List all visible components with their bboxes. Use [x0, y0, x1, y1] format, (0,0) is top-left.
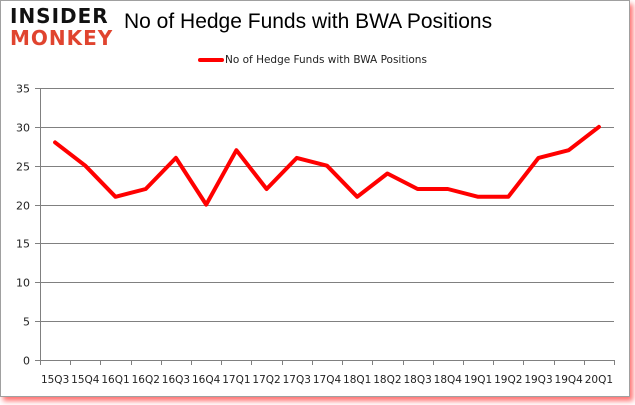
axes — [40, 88, 614, 361]
x-tick-label: 18Q4 — [434, 374, 463, 386]
x-tick-label: 17Q4 — [313, 374, 342, 386]
x-tick-label: 19Q4 — [555, 374, 584, 386]
y-tick-label: 0 — [23, 355, 30, 368]
gridlines — [40, 88, 614, 322]
x-tick-label: 18Q2 — [373, 374, 401, 386]
x-axis-ticks: 15Q3 15Q4 16Q1 16Q2 16Q3 16Q4 17Q1 17Q2 17Q3 17Q4… — [40, 360, 615, 386]
x-tick-label: 17Q3 — [283, 374, 311, 386]
legend-line-swatch-icon — [198, 58, 224, 62]
x-tick-label: 15Q4 — [71, 374, 100, 386]
chart-title: No of Hedge Funds with BWA Positions — [124, 10, 493, 33]
logo-line-2: MONKEY — [10, 26, 114, 50]
x-tick-label: 16Q4 — [192, 374, 221, 386]
x-tick-label: 18Q3 — [403, 374, 431, 386]
chart-legend: No of Hedge Funds with BWA Positions — [198, 53, 427, 67]
series-line — [53, 124, 601, 207]
logo-line-1: INSIDER — [10, 4, 109, 28]
x-tick-label: 16Q2 — [132, 374, 160, 386]
x-tick-label: 17Q1 — [222, 374, 250, 386]
y-tick-label: 35 — [16, 83, 30, 96]
x-tick-label: 19Q2 — [494, 374, 522, 386]
y-tick-label: 15 — [16, 238, 30, 251]
x-tick-label: 16Q3 — [162, 374, 190, 386]
x-tick-label: 17Q2 — [252, 374, 280, 386]
y-tick-label: 20 — [16, 200, 30, 213]
y-axis-ticks: 0 5 10 15 20 25 30 35 — [16, 83, 40, 368]
legend-label: No of Hedge Funds with BWA Positions — [225, 54, 427, 66]
y-tick-label: 25 — [16, 161, 30, 174]
chart-frame — [0, 0, 630, 397]
x-tick-label: 19Q1 — [464, 374, 492, 386]
x-tick-label: 19Q3 — [524, 374, 552, 386]
x-tick-label: 20Q1 — [585, 374, 613, 386]
insider-monkey-logo: INSIDER MONKEY — [10, 5, 118, 51]
y-tick-label: 5 — [23, 316, 30, 329]
x-tick-label: 15Q3 — [41, 374, 69, 386]
y-tick-label: 10 — [16, 277, 30, 290]
y-tick-label: 30 — [16, 122, 30, 135]
x-tick-label: 18Q1 — [343, 374, 371, 386]
x-tick-label: 16Q1 — [101, 374, 129, 386]
